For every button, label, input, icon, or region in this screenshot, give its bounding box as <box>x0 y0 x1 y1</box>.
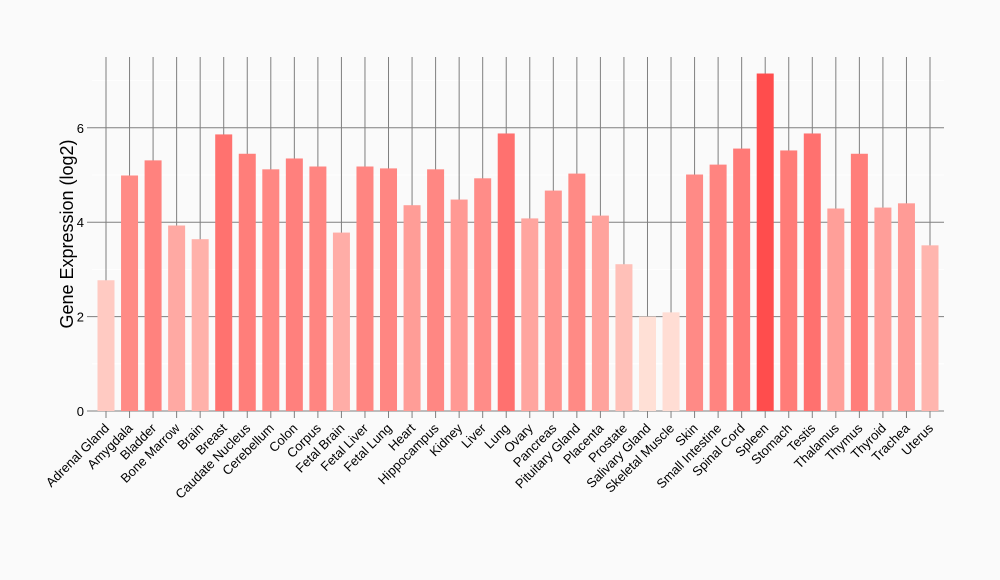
bar-spinal-cord <box>733 148 751 411</box>
bar-kidney <box>450 199 468 411</box>
bar-trachea <box>897 203 915 411</box>
bar-stomach <box>780 150 798 411</box>
bar-brain <box>191 239 209 411</box>
bar-colon <box>285 158 303 411</box>
bar-pancreas <box>544 190 562 411</box>
bar-fetal-liver <box>356 166 374 411</box>
bar-adrenal-gland <box>97 280 115 411</box>
bar-prostate <box>615 264 633 411</box>
bar-thymus <box>850 153 868 411</box>
bar-heart <box>403 205 421 411</box>
bar-breast <box>215 134 233 411</box>
bar-placenta <box>591 215 609 411</box>
y-tick-label: 6 <box>77 121 84 136</box>
bar-small-intestine <box>709 164 727 411</box>
bar-fetal-lung <box>380 168 398 411</box>
bar-liver <box>474 178 492 411</box>
bar-caudate-nucleus <box>238 153 256 411</box>
bar-lung <box>497 133 515 412</box>
bar-corpus <box>309 166 327 411</box>
bar-bone-marrow <box>168 225 186 411</box>
bar-uterus <box>921 245 939 411</box>
y-tick-label: 4 <box>77 215 84 230</box>
y-axis-ticks: 0 2 4 6 <box>77 121 84 419</box>
bar-hippocampus <box>427 169 445 411</box>
bar-thyroid <box>874 207 892 411</box>
y-axis-label: Gene Expression (log2) <box>57 139 77 328</box>
bar-testis <box>803 133 821 412</box>
bar-pituitary-gland <box>568 173 586 411</box>
y-tick-label: 2 <box>77 310 84 325</box>
x-tick-label: Liver <box>458 420 489 451</box>
bar-bladder <box>144 160 162 411</box>
bar-skin <box>686 174 704 411</box>
bar-ovary <box>521 218 539 411</box>
bar-cerebellum <box>262 169 280 411</box>
bars <box>97 73 939 412</box>
bar-spleen <box>756 73 774 412</box>
bar-amygdala <box>121 175 139 411</box>
y-tick-label: 0 <box>77 404 84 419</box>
bar-salivary-gland <box>638 316 656 411</box>
bar-fetal-brain <box>332 232 350 411</box>
bar-skeletal-muscle <box>662 312 680 411</box>
bar-thalamus <box>827 208 845 411</box>
